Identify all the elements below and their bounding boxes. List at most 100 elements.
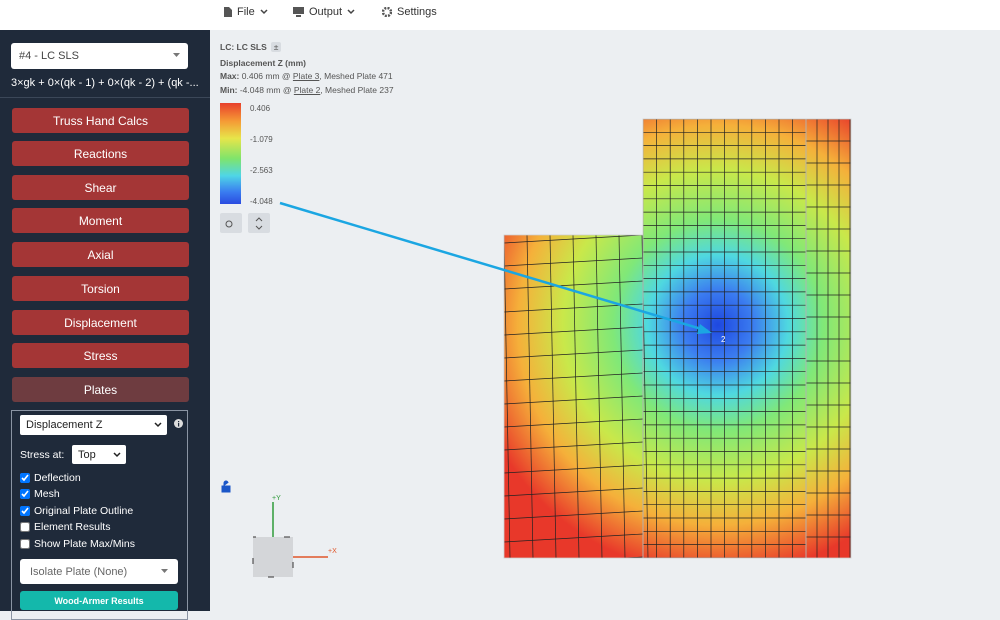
sidebar-button[interactable]: Torsion <box>12 276 189 301</box>
checkbox-row[interactable]: Mesh <box>20 488 60 500</box>
lock-icon[interactable] <box>221 480 231 493</box>
max-line: Max: 0.406 mm @ Plate 3, Meshed Plate 47… <box>220 71 393 81</box>
checkbox[interactable] <box>20 473 30 483</box>
mesh-line <box>504 234 644 244</box>
load-case-select[interactable]: #4 - LC SLS <box>11 43 188 69</box>
monitor-icon <box>293 7 304 17</box>
plate-contour <box>504 119 851 558</box>
checkbox-row[interactable]: Deflection <box>20 472 81 484</box>
mesh-line <box>504 418 644 428</box>
file-icon <box>224 7 232 17</box>
mesh-line <box>618 234 626 558</box>
checkbox-label: Original Plate Outline <box>34 505 134 517</box>
decor <box>178 423 180 427</box>
mesh-line <box>504 372 644 382</box>
plate-outline <box>503 118 852 559</box>
checkbox-label: Element Results <box>34 521 111 533</box>
mesh-line <box>504 395 644 405</box>
axes-cube <box>252 536 294 578</box>
chevron <box>347 9 355 15</box>
sort-icon <box>255 217 263 230</box>
mesh-line <box>595 234 603 558</box>
min-plate-link[interactable]: Plate 2 <box>293 85 321 95</box>
mesh-line <box>504 349 644 359</box>
checkbox[interactable] <box>20 489 30 499</box>
checkbox-label: Show Plate Max/Mins <box>34 538 135 550</box>
decor <box>178 421 180 423</box>
decor <box>296 15 301 17</box>
sidebar-button[interactable]: Shear <box>12 175 189 200</box>
arrow-line <box>279 201 709 333</box>
menu-label: Settings <box>397 6 437 18</box>
sort-button[interactable] <box>248 213 270 233</box>
combination-text: 3×gk + 0×(qk - 1) + 0×(qk - 2) + (qk -..… <box>11 77 199 89</box>
checkbox-row[interactable]: Original Plate Outline <box>20 505 133 517</box>
chevron <box>113 452 121 458</box>
sidebar-button[interactable]: Moment <box>12 208 189 233</box>
max-text: 0.406 mm @ <box>241 71 291 81</box>
mesh-line <box>504 441 644 451</box>
node-label: 2 <box>721 335 726 344</box>
stress-at-label: Stress at: <box>20 449 65 461</box>
max-label: Max: <box>220 71 240 81</box>
info-icon[interactable] <box>174 419 183 428</box>
legend-bar <box>220 103 241 204</box>
checkbox-label: Mesh <box>34 488 60 500</box>
menu-label: File <box>237 6 255 18</box>
min-suffix: , Meshed Plate 237 <box>320 85 394 95</box>
sidebar-button[interactable]: Displacement <box>12 310 189 335</box>
checkbox[interactable] <box>20 539 30 549</box>
mesh-line <box>504 510 644 520</box>
select-value: #4 - LC SLS <box>19 50 79 62</box>
mesh <box>504 119 851 558</box>
top-bar: File Output Settings <box>0 0 1000 30</box>
result-title: Displacement Z (mm) <box>220 58 306 68</box>
checkbox[interactable] <box>20 506 30 516</box>
mesh-line <box>504 487 644 497</box>
sidebar-button[interactable]: Truss Hand Calcs <box>12 108 189 133</box>
max-suffix: , Meshed Plate 471 <box>319 71 393 81</box>
mesh-line <box>504 280 644 290</box>
mesh-line <box>572 234 580 558</box>
menu-label: Output <box>309 6 343 18</box>
sidebar-button[interactable]: Plates <box>12 377 189 402</box>
mesh-line <box>504 533 644 543</box>
chevron <box>260 9 268 15</box>
lc-label: LC: LC SLS <box>220 42 267 52</box>
menu-settings[interactable]: Settings <box>382 6 437 18</box>
checkbox-row[interactable]: Element Results <box>20 521 110 533</box>
decor <box>293 7 304 14</box>
arrow-head <box>697 324 712 334</box>
contrast-button[interactable] <box>220 213 242 233</box>
sidebar-button[interactable]: Stress <box>12 343 189 368</box>
result-type-select[interactable]: Displacement Z <box>20 415 167 435</box>
wood-armer-button[interactable]: Wood-Armer Results <box>20 591 178 610</box>
legend-label: -2.563 <box>250 166 273 175</box>
axis-x-label: +X <box>328 548 337 555</box>
menu-output[interactable]: Output <box>293 6 355 18</box>
legend-label: -4.048 <box>250 197 273 206</box>
sidebar-button[interactable]: Reactions <box>12 141 189 166</box>
lc-toggle[interactable]: ± <box>270 42 282 52</box>
decor <box>382 7 392 17</box>
min-label: Min: <box>220 85 238 95</box>
menu-file[interactable]: File <box>224 6 268 18</box>
stress-at-select[interactable]: Top <box>72 445 126 464</box>
checkbox[interactable] <box>20 522 30 532</box>
sidebar-button[interactable]: Axial <box>12 242 189 267</box>
legend-label: -1.079 <box>250 135 273 144</box>
contrast-icon <box>225 220 233 228</box>
select-value: Isolate Plate (None) <box>30 565 128 578</box>
axis-y-label: +Y <box>272 495 281 502</box>
isolate-select[interactable]: Isolate Plate (None) <box>20 559 178 584</box>
chevron <box>154 422 162 428</box>
mesh-line <box>526 234 534 558</box>
caret <box>161 569 168 573</box>
mesh-line <box>504 326 644 336</box>
checkbox-row[interactable]: Show Plate Max/Mins <box>20 538 135 550</box>
caret <box>173 53 180 57</box>
max-plate-link[interactable]: Plate 3 <box>292 71 320 81</box>
